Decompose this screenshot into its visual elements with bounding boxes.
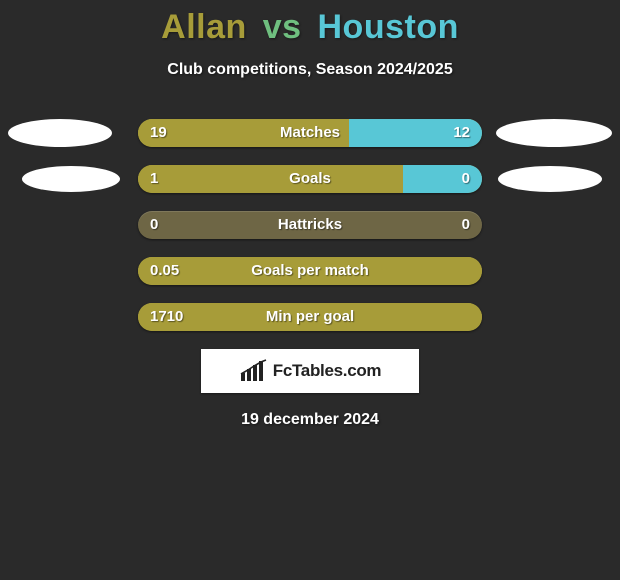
page-subtitle: Club competitions, Season 2024/2025 bbox=[0, 61, 620, 79]
stat-left-value: 0 bbox=[150, 211, 158, 239]
bar-left-fill bbox=[138, 165, 403, 193]
stat-right-value: 0 bbox=[462, 211, 470, 239]
brand-badge: FcTables.com bbox=[201, 349, 419, 393]
stat-row: Hattricks0 0 bbox=[0, 211, 620, 239]
stat-row: Matches1912 bbox=[0, 119, 620, 147]
player2-ellipse bbox=[498, 166, 602, 192]
bar-left-fill bbox=[138, 119, 349, 147]
title-player2: Houston bbox=[318, 8, 459, 46]
stat-row: Goals10 bbox=[0, 165, 620, 193]
bar-left-fill bbox=[138, 257, 482, 285]
title-player1: Allan bbox=[161, 8, 247, 46]
player2-ellipse bbox=[496, 119, 612, 147]
date-line: 19 december 2024 bbox=[0, 411, 620, 429]
bar-left-fill bbox=[138, 303, 482, 331]
stat-label: Hattricks bbox=[138, 211, 482, 239]
stat-row: Goals per match0.05 bbox=[0, 257, 620, 285]
player1-ellipse bbox=[22, 166, 120, 192]
bar-right-fill bbox=[349, 119, 482, 147]
title-vs: vs bbox=[263, 8, 302, 46]
brand-text: FcTables.com bbox=[273, 361, 382, 381]
stat-bar: Min per goal1710 bbox=[138, 303, 482, 331]
comparison-chart: Matches1912 Goals10 Hattricks0 0 Goals per m… bbox=[0, 119, 620, 331]
stat-bar: Matches1912 bbox=[138, 119, 482, 147]
stat-row: Min per goal1710 bbox=[0, 303, 620, 331]
stat-bar: Goals per match0.05 bbox=[138, 257, 482, 285]
stat-bar: Goals10 bbox=[138, 165, 482, 193]
bar-right-fill bbox=[403, 165, 482, 193]
player1-ellipse bbox=[8, 119, 112, 147]
page-title: Allan vs Houston bbox=[0, 0, 620, 47]
bars-logo-icon bbox=[239, 359, 269, 383]
stat-bar: Hattricks0 0 bbox=[138, 211, 482, 239]
